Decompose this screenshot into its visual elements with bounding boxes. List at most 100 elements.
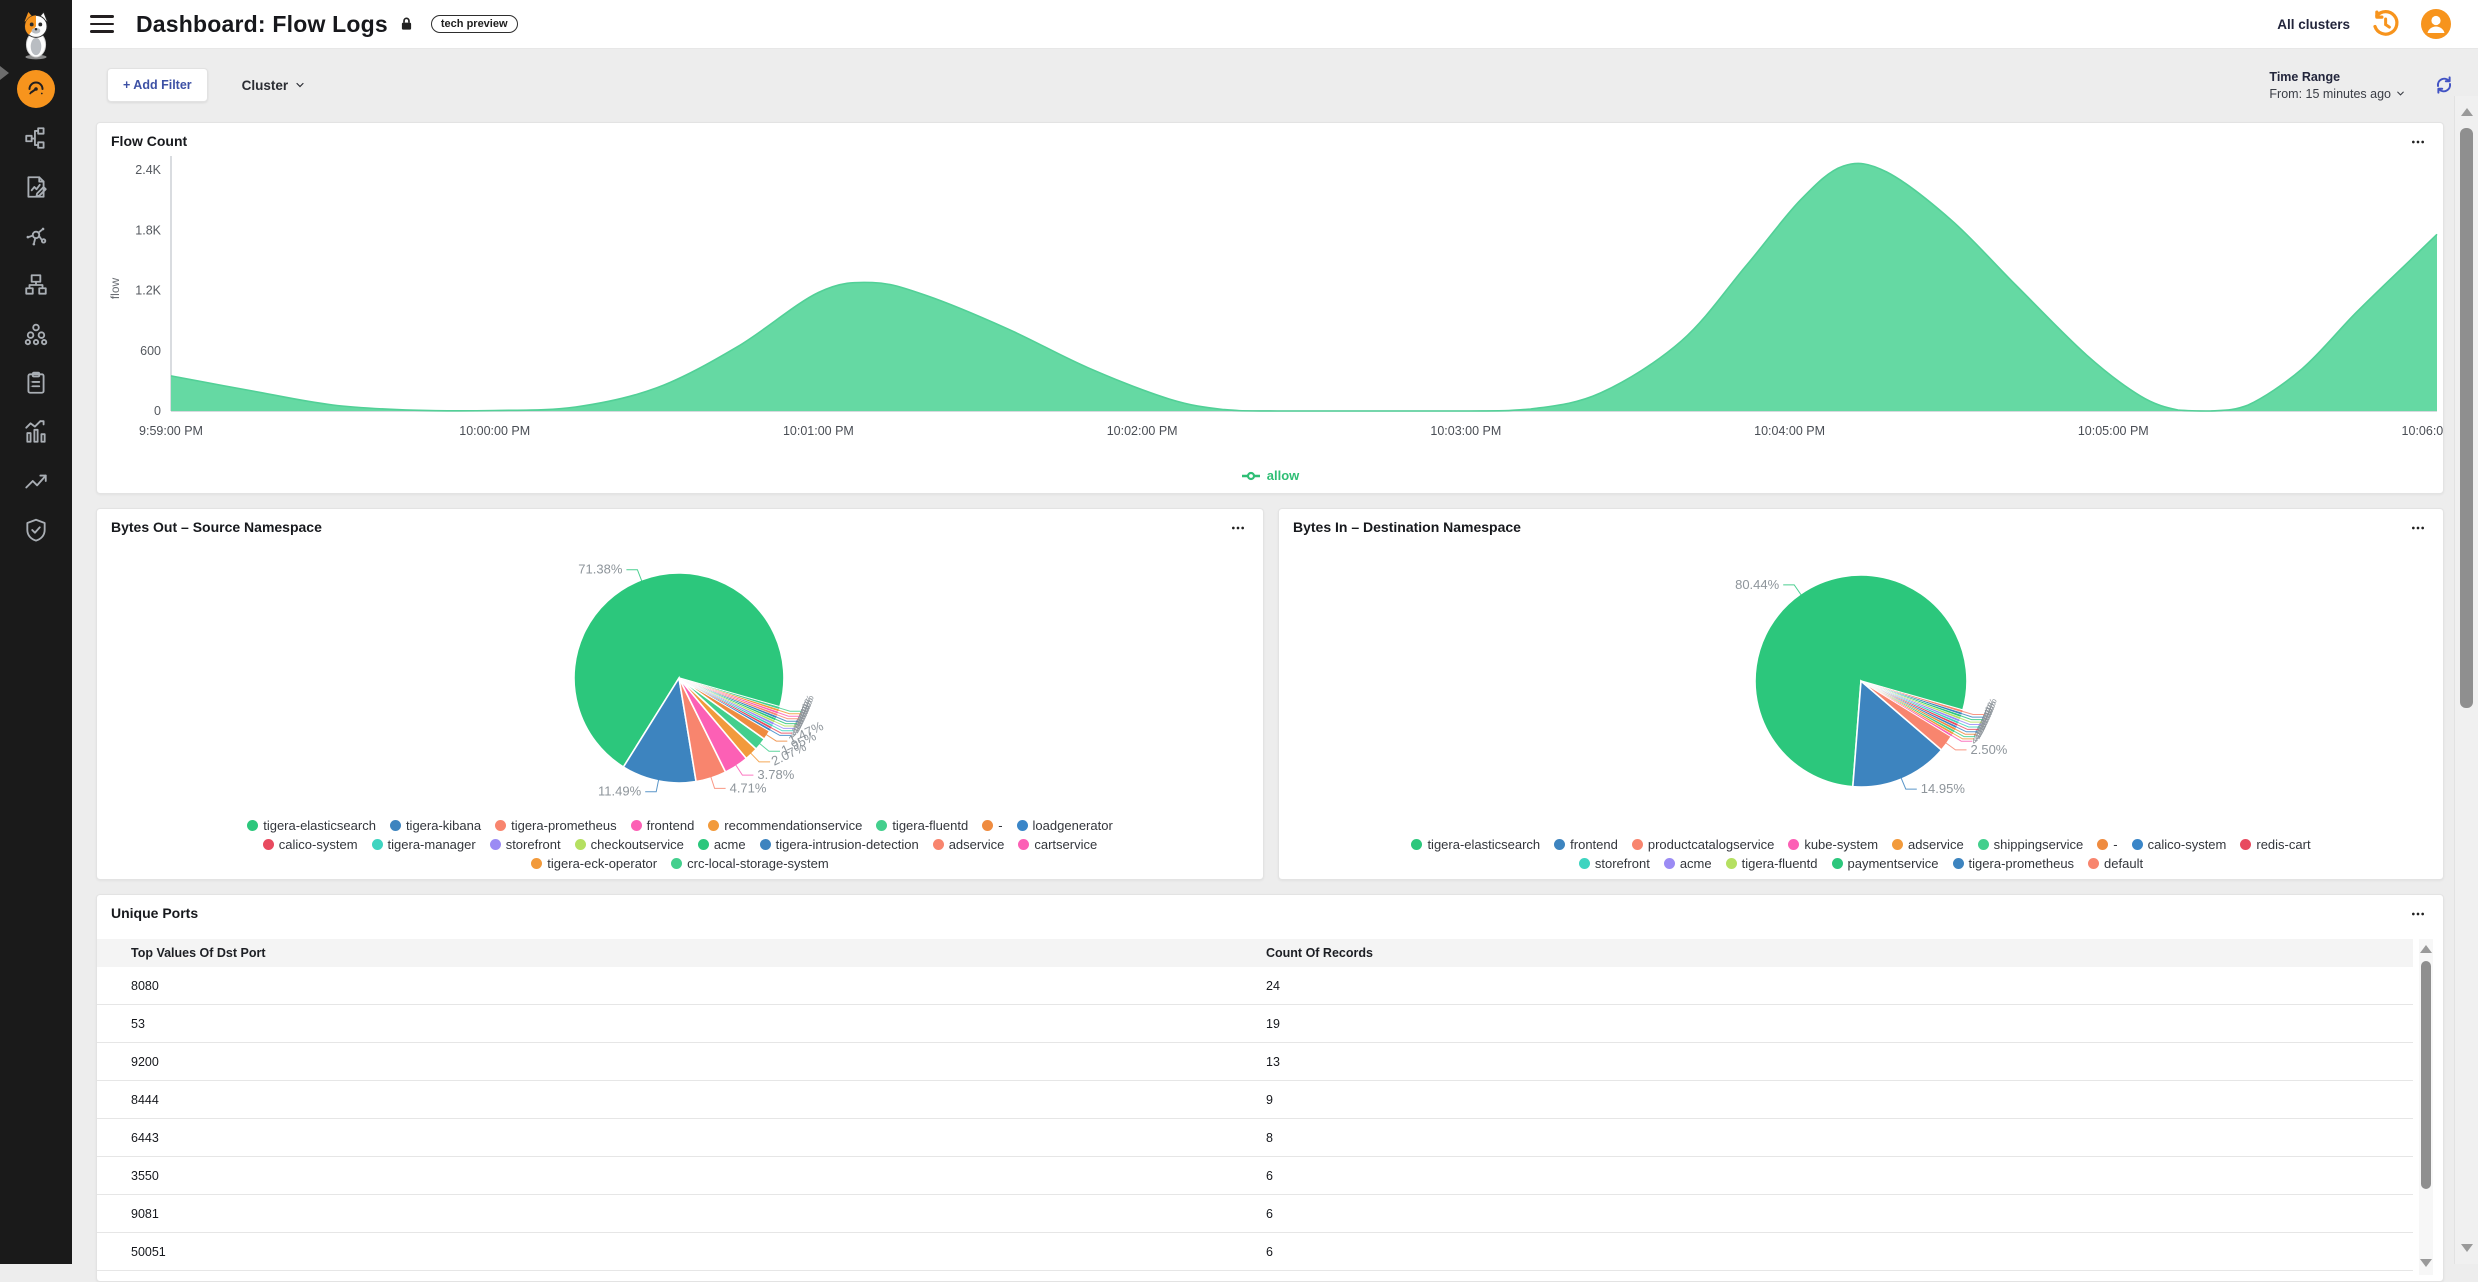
legend-item[interactable]: tigera-fluentd (1725, 856, 1818, 871)
legend-item[interactable]: adservice (932, 837, 1004, 852)
sidebar-item-service-graph[interactable] (12, 114, 60, 162)
legend-color-dot (708, 820, 720, 831)
svg-text:1.8K: 1.8K (135, 223, 161, 237)
legend-item[interactable]: kube-system (1788, 837, 1878, 852)
legend-item[interactable]: tigera-fluentd (876, 818, 968, 833)
legend-label: productcatalogservice (1647, 837, 1775, 852)
legend-label: adservice (1908, 837, 1964, 852)
legend-item[interactable]: productcatalogservice (1631, 837, 1775, 852)
history-clock-icon (2373, 10, 2399, 36)
panel-menu-button[interactable] (2405, 905, 2431, 923)
scroll-up-arrow[interactable] (2420, 945, 2432, 953)
legend-color-dot (262, 839, 274, 850)
cluster-scope-selector[interactable]: All clusters (2277, 16, 2350, 32)
topology-icon (25, 127, 45, 149)
sidebar (0, 0, 72, 1264)
legend-label: frontend (1570, 837, 1618, 852)
legend-item[interactable]: frontend (630, 818, 694, 833)
scroll-up-arrow[interactable] (2461, 108, 2473, 116)
sidebar-item-flow-visualizations[interactable] (12, 212, 60, 260)
panel-menu-button[interactable] (2405, 133, 2431, 151)
legend-item[interactable]: tigera-prometheus (495, 818, 617, 833)
table-scrollbar[interactable] (2419, 939, 2433, 1275)
legend-label: tigera-manager (387, 837, 476, 852)
panel-menu-button[interactable] (2405, 519, 2431, 537)
page-scrollbar[interactable] (2454, 96, 2478, 1264)
calico-cat-logo[interactable] (13, 6, 59, 64)
legend-color-dot (389, 820, 401, 831)
legend-label: tigera-elasticsearch (263, 818, 376, 833)
legend-color-dot (982, 820, 994, 831)
legend-item[interactable]: redis-cart (2240, 837, 2311, 852)
legend-item[interactable]: tigera-eck-operator (531, 856, 657, 871)
legend-item[interactable]: calico-system (2131, 837, 2226, 852)
history-button[interactable] (2370, 9, 2400, 39)
sidebar-item-network-sets[interactable] (12, 261, 60, 309)
legend-item[interactable]: loadgenerator (1016, 818, 1113, 833)
sidebar-item-statistics[interactable] (12, 408, 60, 456)
legend-item[interactable]: storefront (489, 837, 561, 852)
user-avatar[interactable] (2420, 8, 2452, 40)
legend-item[interactable]: paymentservice (1831, 856, 1939, 871)
scroll-down-arrow[interactable] (2461, 1244, 2473, 1252)
panel-menu-button[interactable] (1225, 519, 1251, 537)
legend-item[interactable]: tigera-manager (371, 837, 476, 852)
table-cell: 9081 (97, 1194, 1266, 1233)
sidebar-item-compliance[interactable] (12, 506, 60, 554)
refresh-icon (2436, 76, 2452, 94)
legend-row: tigera-elasticsearch tigera-kibana tigera-… (240, 818, 1120, 833)
sidebar-item-clusters[interactable] (12, 310, 60, 358)
legend-label: storefront (505, 837, 561, 852)
add-filter-button[interactable]: + Add Filter (107, 68, 208, 102)
page-title: Dashboard: Flow Logs (136, 10, 388, 37)
sidebar-item-policies[interactable] (12, 359, 60, 407)
sidebar-item-dashboards[interactable] (12, 65, 60, 113)
legend-item[interactable]: shippingservice (1977, 837, 2083, 852)
legend-item[interactable]: tigera-kibana (389, 818, 481, 833)
tech-preview-badge: tech preview (430, 15, 518, 33)
legend-item[interactable]: tigera-prometheus (1952, 856, 2075, 871)
legend-item[interactable]: crc-local-storage-system (671, 856, 829, 871)
legend-item[interactable]: tigera-elasticsearch (247, 818, 376, 833)
legend-item[interactable]: tigera-elasticsearch (1411, 837, 1540, 852)
legend-item[interactable]: - (982, 818, 1003, 833)
legend-item[interactable]: - (2097, 837, 2118, 852)
scroll-down-arrow[interactable] (2420, 1259, 2432, 1267)
time-range-value[interactable]: From: 15 minutes ago (2269, 87, 2406, 101)
refresh-button[interactable] (2432, 73, 2456, 97)
legend-color-dot (1578, 858, 1590, 869)
column-header[interactable]: Top Values Of Dst Port (97, 939, 1266, 967)
sidebar-item-trends[interactable] (12, 457, 60, 505)
legend-item-allow[interactable]: allow (97, 468, 2443, 483)
legend-item[interactable]: adservice (1892, 837, 1964, 852)
legend-label: calico-system (278, 837, 358, 852)
legend-item[interactable]: checkoutservice (574, 837, 684, 852)
sidebar-item-logs[interactable] (12, 163, 60, 211)
table-scrollbar-thumb[interactable] (2421, 961, 2431, 1189)
page-scrollbar-thumb[interactable] (2460, 128, 2473, 708)
legend-item[interactable]: recommendationservice (708, 818, 862, 833)
time-range-control: Time Range From: 15 minutes ago (2269, 70, 2406, 101)
legend-label: tigera-prometheus (1968, 856, 2075, 871)
sidebar-fold-decoration (0, 66, 9, 80)
flow-count-panel: Flow Count 0 600 1.2K 1.8K 2.4K 9:59:00 PM 10:… (96, 122, 2444, 494)
legend-item[interactable]: storefront (1578, 856, 1650, 871)
table-cell: 53 (97, 1004, 1266, 1043)
legend-color-dot (876, 820, 888, 831)
legend-item[interactable]: acme (1663, 856, 1712, 871)
user-icon (2421, 9, 2451, 39)
legend-item[interactable]: frontend (1554, 837, 1618, 852)
hamburger-menu-button[interactable] (90, 15, 114, 33)
legend-label: paymentservice (1847, 856, 1939, 871)
legend-item[interactable]: default (2088, 856, 2143, 871)
legend-label: tigera-eck-operator (547, 856, 658, 871)
legend-item[interactable]: cartservice (1018, 837, 1097, 852)
legend-item[interactable]: tigera-intrusion-detection (759, 837, 919, 852)
column-header[interactable]: Count Of Records (1266, 939, 2413, 967)
legend-label: acme (713, 837, 746, 852)
cluster-filter-dropdown[interactable]: Cluster (242, 78, 307, 93)
legend-item[interactable]: calico-system (262, 837, 358, 852)
legend-item[interactable]: acme (697, 837, 746, 852)
svg-text:80.44%: 80.44% (1735, 577, 1780, 592)
legend-row: tigera-elasticsearch frontend productcatal… (1404, 837, 2317, 852)
